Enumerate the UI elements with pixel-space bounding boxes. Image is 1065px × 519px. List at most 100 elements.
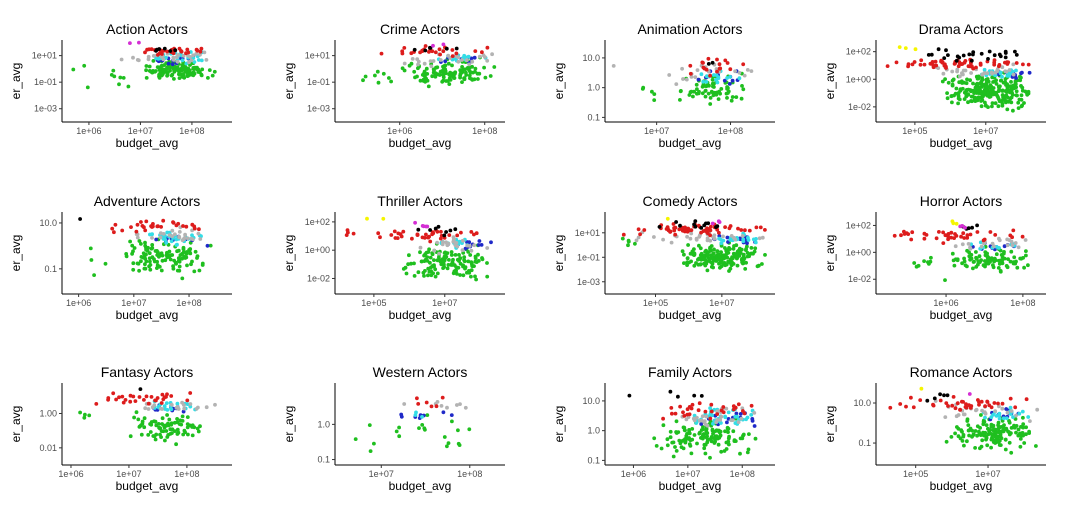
x-axis-label: budget_avg xyxy=(116,479,179,493)
data-point-green xyxy=(186,73,190,78)
data-point-green xyxy=(467,427,472,432)
data-point-red xyxy=(434,404,439,409)
data-point-green xyxy=(685,432,689,436)
data-point-blue xyxy=(1027,70,1032,75)
data-point-green xyxy=(724,447,729,451)
data-point-red xyxy=(1008,233,1013,238)
data-point-red xyxy=(673,411,678,416)
data-point-green xyxy=(485,274,490,279)
data-point-green xyxy=(190,433,195,438)
data-point-green xyxy=(103,261,108,266)
data-point-cyan xyxy=(728,238,733,242)
data-point-green xyxy=(716,97,721,101)
data-point-red xyxy=(144,219,149,224)
data-point-green xyxy=(745,251,750,255)
data-point-red xyxy=(899,233,903,238)
data-point-red xyxy=(416,402,421,406)
data-point-green xyxy=(706,91,711,96)
data-point-green xyxy=(977,432,982,437)
y-tick-label: 1.0 xyxy=(587,426,600,436)
data-point-green xyxy=(176,259,181,263)
data-point-green xyxy=(680,439,685,443)
data-point-red xyxy=(147,47,152,52)
data-point-red xyxy=(447,233,452,238)
data-point-green xyxy=(996,95,1000,100)
data-point-grey xyxy=(160,407,164,411)
data-point-green xyxy=(420,423,425,427)
data-point-green xyxy=(686,243,690,247)
data-point-green xyxy=(195,256,199,260)
data-point-grey xyxy=(1004,69,1009,74)
data-point-red xyxy=(134,229,139,234)
data-point-green xyxy=(167,249,172,254)
data-point-green xyxy=(997,99,1002,104)
data-point-grey xyxy=(729,418,734,423)
data-point-grey xyxy=(733,69,737,74)
data-point-green xyxy=(451,271,456,276)
data-point-green xyxy=(184,255,189,260)
panel-romance-actors: Romance Actors 1e+05 1e+07 0.1 10.0 budget_av… xyxy=(823,364,1046,493)
data-point-red xyxy=(673,232,678,237)
data-point-green xyxy=(1019,84,1023,88)
data-point-black xyxy=(692,393,697,398)
data-point-grey xyxy=(1005,243,1010,248)
data-point-green xyxy=(946,80,951,85)
data-point-green xyxy=(728,266,733,271)
data-point-green xyxy=(997,258,1001,263)
data-point-red xyxy=(666,226,670,231)
data-point-green xyxy=(175,417,180,421)
data-point-grey xyxy=(194,51,199,56)
points xyxy=(620,216,767,273)
data-point-green xyxy=(449,250,454,254)
data-point-grey xyxy=(198,52,202,57)
data-point-green xyxy=(699,428,704,432)
data-point-green xyxy=(452,76,457,80)
data-point-grey xyxy=(189,236,194,241)
data-point-green xyxy=(701,425,705,429)
data-point-grey xyxy=(695,415,699,420)
data-point-blue xyxy=(752,424,757,428)
data-point-red xyxy=(437,47,442,52)
x-tick-label: 1e+08 xyxy=(1010,298,1035,308)
data-point-green xyxy=(92,273,96,277)
data-point-green xyxy=(652,92,657,96)
data-point-grey xyxy=(204,58,209,62)
data-point-green xyxy=(193,249,198,254)
data-point-green xyxy=(448,74,453,78)
data-point-grey xyxy=(689,231,694,236)
data-point-green xyxy=(1006,99,1011,104)
data-point-black xyxy=(926,53,931,57)
data-point-green xyxy=(990,101,995,105)
data-point-black xyxy=(706,62,711,66)
data-point-green xyxy=(714,92,719,97)
data-point-grey xyxy=(697,418,702,423)
data-point-grey xyxy=(674,82,679,86)
data-point-grey xyxy=(158,231,163,236)
data-point-green xyxy=(718,433,723,438)
data-point-grey xyxy=(712,233,717,238)
data-point-grey xyxy=(729,234,734,238)
data-point-green xyxy=(415,74,419,79)
data-point-red xyxy=(696,408,701,413)
data-point-green xyxy=(691,94,695,99)
data-point-grey xyxy=(202,50,207,55)
data-point-green xyxy=(724,262,729,267)
data-point-red xyxy=(420,48,425,53)
data-point-cyan xyxy=(704,80,709,84)
data-point-red xyxy=(934,236,939,241)
data-point-green xyxy=(389,79,393,84)
data-point-grey xyxy=(1000,406,1005,411)
data-point-green xyxy=(450,419,454,424)
data-point-green xyxy=(678,98,682,102)
data-point-grey xyxy=(151,54,156,58)
data-point-red xyxy=(114,397,118,402)
data-point-green xyxy=(689,259,693,264)
data-point-cyan xyxy=(717,236,721,241)
data-point-green xyxy=(440,79,445,84)
data-point-green xyxy=(996,84,1001,89)
data-point-green xyxy=(746,447,751,452)
x-tick-label: 1e+08 xyxy=(718,126,743,136)
x-tick-label: 1e+07 xyxy=(121,298,146,308)
data-point-green xyxy=(140,419,145,424)
